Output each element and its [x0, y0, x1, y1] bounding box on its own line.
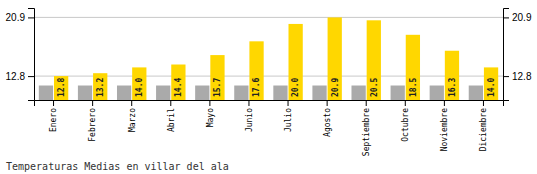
y-tick-label: 12.8 [6, 71, 26, 82]
grid-line [34, 17, 503, 18]
y-tick: 12.8 [503, 71, 532, 82]
bar [351, 86, 365, 100]
bar [273, 86, 287, 100]
y-tick-mark [503, 17, 509, 18]
bar [406, 35, 420, 100]
x-tick-label: Octubre [401, 108, 410, 142]
bar [391, 86, 405, 100]
data-label: 15.7 [213, 78, 222, 97]
y-tick-mark [28, 17, 34, 18]
bar [469, 86, 483, 100]
x-tick: Enero [49, 100, 58, 132]
y-axis-line [504, 9, 510, 101]
bar [39, 86, 53, 100]
bar [234, 86, 248, 100]
x-tick: Febrero [88, 100, 97, 142]
x-tick-label: Septiembre [362, 108, 371, 156]
y-tick-label: 12.8 [512, 71, 532, 82]
bar [484, 67, 498, 100]
x-tick-label: Agosto [323, 108, 332, 137]
x-tick-mark [92, 100, 93, 106]
x-tick-label: Junio [245, 108, 254, 132]
x-axis: Enero Febrero Marzo Abril Mayo Junio Julio Agos… [35, 100, 504, 156]
x-tick: Julio [284, 100, 293, 132]
y-tick-mark [503, 76, 509, 77]
bar [312, 86, 326, 100]
bar [445, 51, 459, 100]
x-tick: Mayo [206, 100, 215, 127]
x-tick-label: Marzo [128, 108, 137, 132]
x-tick: Abril [167, 100, 176, 132]
x-tick-mark [209, 100, 210, 106]
x-tick-label: Diciembre [479, 108, 488, 152]
y-tick-label: 20.9 [512, 12, 532, 23]
bar [156, 86, 170, 100]
x-tick-mark [483, 100, 484, 106]
x-tick-mark [248, 100, 249, 106]
data-label: 20.5 [370, 78, 379, 97]
x-tick-mark [444, 100, 445, 106]
data-labels: 12.8 13.2 14.0 14.4 15.7 17.6 20.0 20.9 20.5 18.5… [57, 78, 496, 97]
y-tick: 20.9 [6, 12, 34, 23]
data-label: 14.4 [174, 78, 183, 97]
y-tick-label: 20.9 [6, 12, 26, 23]
x-tick-mark [327, 100, 328, 106]
x-tick-label: Enero [49, 108, 58, 132]
x-tick: Marzo [128, 100, 137, 132]
data-label: 16.3 [448, 78, 457, 97]
x-tick-label: Febrero [88, 108, 97, 142]
bar [210, 55, 224, 100]
y-axis: 12.8 20.9 [503, 9, 532, 101]
x-tick: Junio [245, 100, 254, 132]
x-tick-mark [366, 100, 367, 106]
bar [430, 86, 444, 100]
bar [288, 24, 302, 100]
data-label: 13.2 [96, 78, 105, 97]
bar [78, 86, 92, 100]
bar [249, 41, 263, 100]
data-label: 14.0 [135, 78, 144, 97]
data-label: 12.8 [57, 78, 66, 97]
x-tick: Diciembre [479, 100, 488, 151]
grid [34, 17, 503, 76]
bar-series [54, 17, 498, 100]
x-tick-mark [170, 100, 171, 106]
x-tick-label: Julio [284, 108, 293, 132]
bar [54, 76, 68, 100]
y-axis-line [28, 9, 35, 101]
x-tick: Octubre [401, 100, 410, 142]
bar [195, 86, 209, 100]
bar [367, 20, 381, 100]
x-tick-label: Noviembre [440, 108, 449, 152]
data-label: 14.0 [487, 78, 496, 97]
x-tick: Septiembre [362, 100, 371, 156]
x-tick-label: Abril [167, 108, 176, 132]
data-label: 20.9 [331, 78, 340, 97]
x-tick-mark [405, 100, 406, 106]
data-label: 18.5 [409, 78, 418, 97]
x-axis-line [35, 101, 504, 107]
data-label: 17.6 [252, 78, 261, 97]
x-tick-mark [53, 100, 54, 106]
y-tick: 12.8 [6, 71, 34, 82]
x-tick: Noviembre [440, 100, 449, 151]
x-tick-label: Mayo [206, 108, 215, 127]
title: Temperaturas Medias en villar del ala [6, 161, 229, 172]
chart: 12.8 20.9 12.8 20.9 Enero Febrero Marzo Abril Ma… [0, 0, 537, 174]
y-axis: 12.8 20.9 [6, 9, 35, 101]
x-tick: Agosto [323, 100, 332, 137]
bar [132, 67, 146, 100]
y-tick-mark [28, 76, 34, 77]
x-tick-mark [131, 100, 132, 106]
data-label: 20.0 [291, 78, 300, 97]
bar [328, 17, 342, 100]
bar [93, 73, 107, 100]
bar [171, 65, 185, 100]
plot-area [39, 17, 498, 100]
y-tick: 20.9 [503, 12, 532, 23]
x-tick-mark [288, 100, 289, 106]
bar [117, 86, 131, 100]
